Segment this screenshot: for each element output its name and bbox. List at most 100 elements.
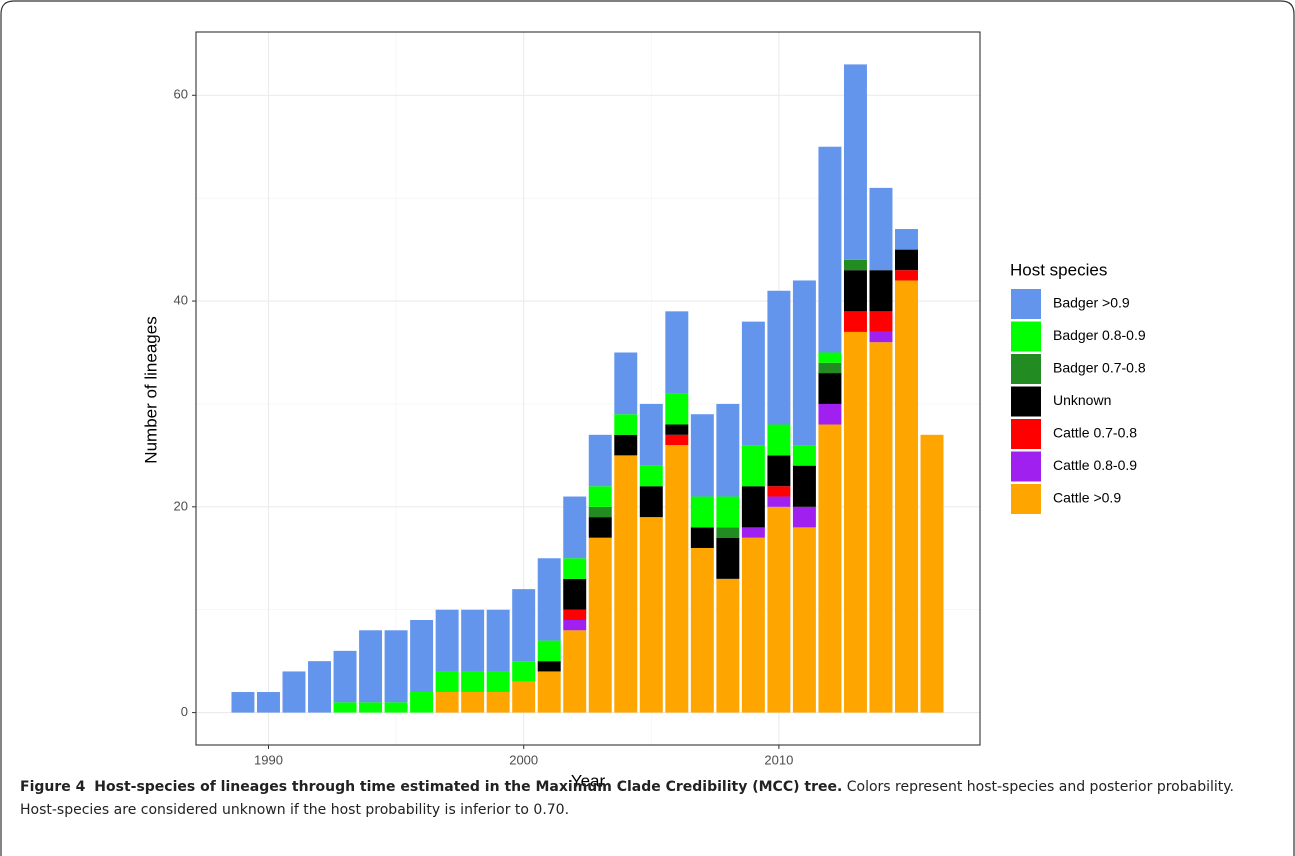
- bar-segment: [461, 692, 485, 713]
- bar-segment: [588, 506, 612, 518]
- bar-segment: [333, 702, 357, 713]
- bar-segment: [690, 414, 714, 497]
- legend-swatch: [1011, 289, 1041, 319]
- bar-segment: [690, 547, 714, 713]
- bar-segment: [588, 434, 612, 487]
- bar-segment: [435, 671, 459, 693]
- y-tick-label: 60: [174, 87, 188, 102]
- bar-segment: [486, 609, 510, 672]
- bar-segment: [333, 650, 357, 703]
- bar-segment: [563, 619, 587, 631]
- bar-segment: [461, 671, 485, 693]
- bar-segment: [435, 609, 459, 672]
- y-axis-label: Number of lineages: [141, 316, 160, 463]
- bar-segment: [665, 311, 689, 394]
- bar-segment: [486, 671, 510, 693]
- bar-segment: [639, 403, 663, 466]
- bar-segment: [588, 537, 612, 713]
- bar-segment: [920, 434, 944, 713]
- caption: Figure 4 Host-species of lineages throug…: [20, 776, 1275, 822]
- bar-segment: [843, 311, 867, 332]
- bar-segment: [512, 589, 536, 662]
- bar-segment: [614, 414, 638, 435]
- bar-segment: [690, 527, 714, 548]
- bar-segment: [665, 445, 689, 713]
- bar-segment: [869, 311, 893, 332]
- bar-segment: [435, 692, 459, 713]
- bar-segment: [818, 362, 842, 374]
- bar-segment: [639, 486, 663, 518]
- bar-segment: [869, 331, 893, 343]
- x-tick-label: 2000: [509, 752, 538, 767]
- bar-segment: [767, 290, 791, 425]
- bar-segment: [537, 640, 561, 662]
- y-tick-label: 0: [181, 704, 188, 719]
- bar-segment: [716, 403, 740, 497]
- legend-swatch: [1011, 419, 1041, 449]
- bar-segment: [767, 455, 791, 487]
- x-tick-label: 2010: [764, 752, 793, 767]
- legend-swatch: [1011, 321, 1041, 352]
- bar-segment: [792, 506, 816, 528]
- bar-segment: [256, 692, 280, 713]
- bar-segment: [614, 455, 638, 713]
- bar-segment: [512, 661, 536, 682]
- bar-segment: [716, 527, 740, 538]
- legend-label: Badger >0.9: [1053, 295, 1130, 311]
- bar-segment: [614, 434, 638, 456]
- bar-segment: [741, 321, 765, 446]
- bar-segment: [843, 270, 867, 312]
- bar-segment: [486, 692, 510, 713]
- bar-segment: [818, 352, 842, 363]
- bar-segment: [767, 424, 791, 456]
- bar-segment: [359, 702, 383, 713]
- bar-segment: [895, 229, 918, 250]
- bar-segment: [359, 630, 383, 703]
- bar-segment: [384, 630, 408, 703]
- bar-segment: [563, 609, 587, 620]
- bar-segment: [537, 671, 561, 713]
- bar-segment: [563, 496, 587, 559]
- bar-segment: [741, 537, 765, 713]
- bar-segment: [461, 609, 485, 672]
- bar-segment: [818, 424, 842, 713]
- bar-segment: [869, 342, 893, 713]
- bar-segment: [843, 64, 867, 260]
- bar-segment: [639, 517, 663, 713]
- bar-segment: [231, 692, 255, 713]
- legend-label: Badger 0.8-0.9: [1053, 327, 1146, 343]
- bar-segment: [792, 445, 816, 466]
- bar-segment: [869, 187, 893, 271]
- bar-segment: [895, 270, 918, 281]
- legend-swatch: [1011, 484, 1041, 514]
- bar-segment: [563, 578, 587, 610]
- bar-segment: [767, 486, 791, 497]
- bar-segment: [639, 465, 663, 487]
- legend-swatch: [1011, 386, 1041, 417]
- bar-segment: [818, 403, 842, 425]
- legend-label: Cattle 0.7-0.8: [1053, 425, 1137, 441]
- bar-segment: [843, 259, 867, 271]
- bar-segment: [665, 434, 689, 446]
- bar-segment: [741, 527, 765, 538]
- legend-swatch: [1011, 451, 1041, 482]
- bar-segment: [767, 506, 791, 713]
- legend-title: Host species: [1010, 260, 1107, 279]
- bar-segment: [716, 496, 740, 528]
- bar-segment: [895, 249, 918, 271]
- bar-segment: [410, 619, 434, 693]
- bar-segment: [767, 496, 791, 507]
- legend-swatch: [1011, 354, 1041, 384]
- plot-border: [195, 31, 981, 746]
- bar-segment: [563, 630, 587, 713]
- caption-title: Host-species of lineages through time es…: [94, 779, 843, 795]
- y-tick-label: 40: [174, 292, 188, 307]
- bar-segment: [282, 671, 306, 713]
- bar-segment: [869, 270, 893, 312]
- bar-segment: [665, 393, 689, 425]
- bar-segment: [741, 486, 765, 528]
- bar-segment: [614, 352, 638, 415]
- bar-segment: [563, 558, 587, 579]
- legend-label: Unknown: [1053, 392, 1111, 408]
